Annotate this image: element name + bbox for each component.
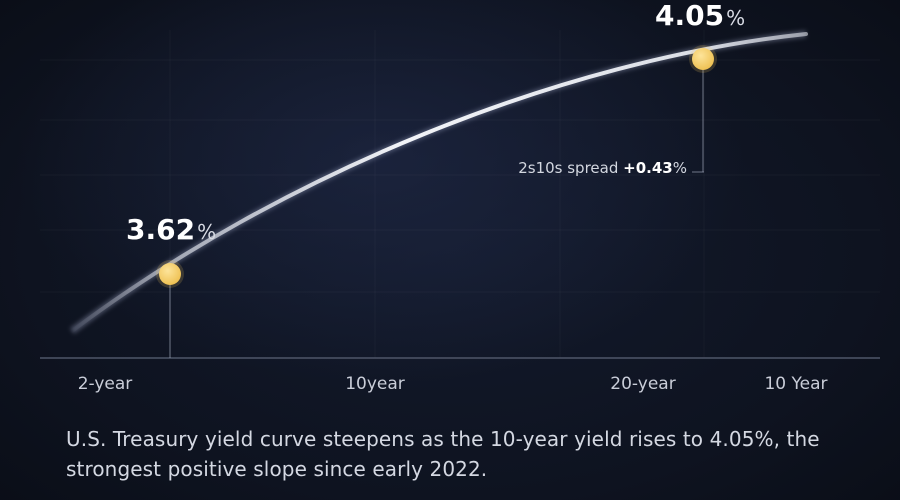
chart-caption: U.S. Treasury yield curve steepens as th… — [66, 427, 820, 481]
svg-text:2s10s spread +0.43%: 2s10s spread +0.43% — [518, 159, 687, 177]
yield-curve-chart: 3.62 %4.05% 2s10s spread +0.43% 2-year 10y… — [40, 0, 880, 394]
spread-value: +0.43 — [623, 159, 673, 177]
grid — [40, 30, 880, 358]
points-layer: 3.62 %4.05% — [126, 0, 745, 358]
point-value-label: 4.05% — [655, 0, 745, 32]
x-tick-label: 10year — [345, 374, 405, 394]
point-value-unit: % — [726, 6, 745, 30]
spread-annotation: 2s10s spread +0.43% — [518, 159, 687, 177]
yield-curve-line — [70, 32, 808, 333]
point-marker-2-year — [159, 263, 181, 285]
x-tick-label: 2-year — [78, 374, 133, 394]
point-marker-20-year — [692, 48, 714, 70]
yield-curve-glow — [69, 30, 807, 334]
x-tick-labels: 2-year 10year 20-year 10 Year — [78, 374, 828, 394]
point-value-number: 4.05 — [655, 0, 724, 32]
point-value-label: 3.62% — [126, 213, 216, 246]
spread-unit: % — [673, 159, 687, 177]
x-tick-label: 10 Year — [764, 374, 827, 394]
point-value-number: 3.62 — [126, 213, 195, 246]
x-tick-label: 20-year — [610, 374, 675, 394]
point-value-unit: % — [197, 220, 216, 244]
spread-label: 2s10s spread — [518, 159, 618, 177]
